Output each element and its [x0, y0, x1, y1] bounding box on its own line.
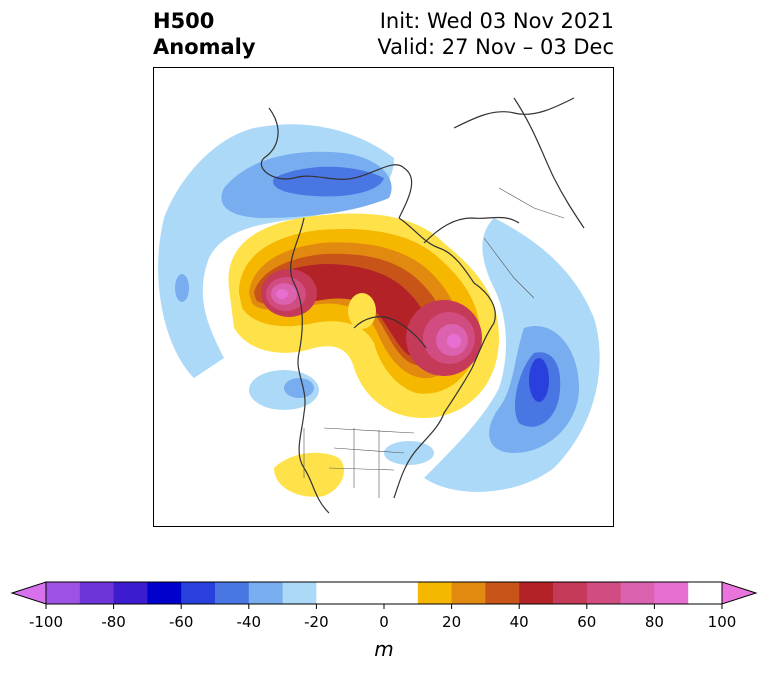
anomaly-map — [153, 67, 614, 527]
negative-anomaly-atlantic — [424, 218, 600, 492]
colorbar-tick-label: -60 — [169, 613, 194, 631]
colorbar-segment — [688, 582, 723, 604]
colorbar-segment — [282, 582, 317, 604]
colorbar-tick-label: 0 — [379, 613, 389, 631]
colorbar-segment — [215, 582, 250, 604]
colorbar-segment — [417, 582, 453, 604]
valid-date: Valid: 27 Nov – 03 Dec — [377, 35, 614, 59]
political-borders — [303, 187, 565, 498]
colorbar-segment — [519, 582, 554, 604]
colorbar-segments — [10, 581, 758, 605]
colorbar-segment — [485, 582, 520, 604]
colorbar-segment — [553, 582, 588, 604]
colorbar-segment — [451, 582, 486, 604]
init-date: Init: Wed 03 Nov 2021 — [379, 9, 614, 33]
colorbar-svg: -100 -80 -60 -40 -20 0 20 40 60 80 100 — [10, 581, 758, 631]
colorbar-unit: m — [374, 637, 394, 661]
colorbar-over-arrow — [721, 581, 758, 605]
colorbar-tick-label: 20 — [442, 613, 461, 631]
colorbar-tick-label: 80 — [645, 613, 664, 631]
colorbar-segment — [181, 582, 216, 604]
colorbar-tick-label: 40 — [510, 613, 529, 631]
colorbar-segment — [147, 582, 182, 604]
colorbar-tick-label: -40 — [237, 613, 262, 631]
colorbar-ticks: -100 -80 -60 -40 -20 0 20 40 60 80 100 — [29, 604, 736, 631]
map-dates: Init: Wed 03 Nov 2021 Valid: 27 Nov – 03… — [377, 8, 614, 60]
colorbar-tick-label: -100 — [29, 613, 63, 631]
map-svg — [158, 97, 600, 514]
colorbar-under-arrow — [10, 581, 47, 605]
colorbar-segment — [586, 582, 622, 604]
positive-anomaly-sw — [274, 452, 344, 497]
colorbar-tick-label: 60 — [577, 613, 596, 631]
colorbar: -100 -80 -60 -40 -20 0 20 40 60 80 100 — [0, 570, 768, 670]
colorbar-segment — [350, 582, 419, 604]
colorbar-segment — [316, 582, 351, 604]
colorbar-segment — [79, 582, 115, 604]
colorbar-segment — [46, 582, 81, 604]
colorbar-tick-label: -20 — [304, 613, 329, 631]
coastlines — [260, 97, 585, 514]
positive-anomaly-ridge — [228, 213, 499, 418]
title-line-1: H500 — [153, 9, 215, 33]
title-line-2: Anomaly — [153, 35, 256, 59]
colorbar-segment — [620, 582, 655, 604]
colorbar-tick-label: 100 — [708, 613, 737, 631]
colorbar-segment — [654, 582, 689, 604]
negative-anomaly-pacific — [158, 124, 394, 378]
colorbar-tick-label: -80 — [101, 613, 126, 631]
colorbar-segment — [248, 582, 284, 604]
map-title: H500 Anomaly — [153, 8, 256, 60]
colorbar-segment — [113, 582, 148, 604]
